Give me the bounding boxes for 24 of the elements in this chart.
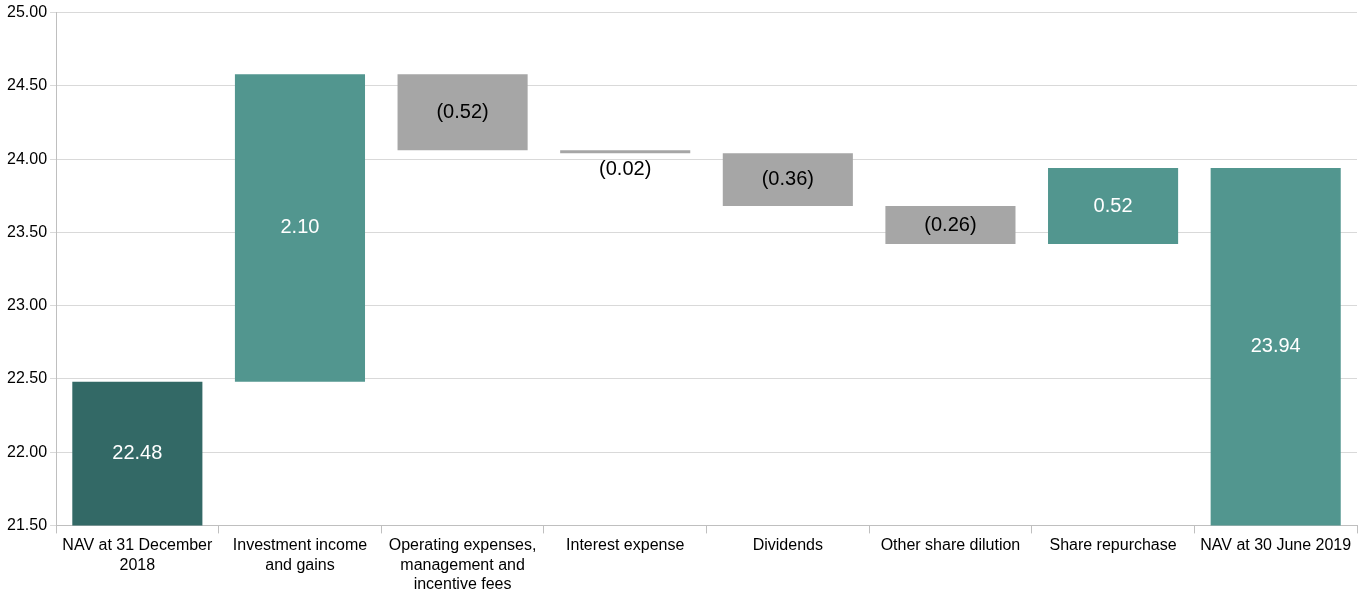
x-tick-label: Investment income and gains <box>232 536 368 573</box>
data-label: (0.02) <box>599 156 652 179</box>
data-label: 2.10 <box>280 215 320 238</box>
x-tick-label: Share repurchase <box>1049 536 1177 554</box>
data-label: 22.48 <box>112 441 163 464</box>
y-tick-label: 23.00 <box>6 296 48 314</box>
y-tick-label: 21.50 <box>6 515 48 533</box>
y-tick-label: 24.00 <box>6 149 48 167</box>
y-tick-label: 24.50 <box>6 76 48 94</box>
y-tick-label: 22.00 <box>6 442 48 460</box>
data-label: 0.52 <box>1093 193 1133 216</box>
x-tick-label: NAV at 30 June 2019 <box>1200 536 1352 554</box>
x-tick-label: Operating expenses, management and incentive fees <box>388 536 537 592</box>
y-tick-label: 25.00 <box>6 3 48 21</box>
x-tick-label: Dividends <box>752 536 823 554</box>
y-tick-label: 23.50 <box>6 222 48 240</box>
data-label: 23.94 <box>1250 334 1301 357</box>
x-tick-label: Other share dilution <box>880 536 1021 554</box>
x-tick-label: Interest expense <box>566 536 685 554</box>
data-label: (0.36) <box>761 167 814 190</box>
data-label: (0.52) <box>436 99 489 122</box>
y-tick-label: 22.50 <box>6 369 48 387</box>
data-label: (0.26) <box>924 212 977 235</box>
x-tick-label: NAV at 31 December 2018 <box>62 536 214 573</box>
